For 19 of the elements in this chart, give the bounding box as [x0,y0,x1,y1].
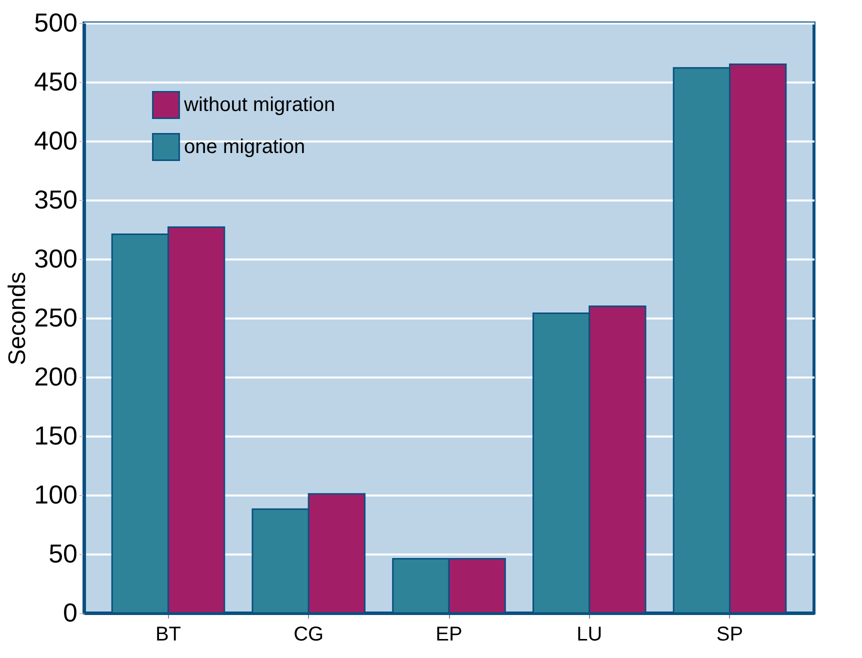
y-tick-label: 150 [34,420,78,450]
y-axis-title: Seconds [4,272,32,366]
x-tick-label: EP [436,624,462,646]
y-tick-label: 500 [34,8,78,38]
y-tick-label: 350 [34,184,78,214]
y-tick-label: 250 [34,302,78,332]
y-tick-label: 200 [34,362,78,392]
legend-label: one migration [184,136,306,158]
y-tick-label: 400 [34,126,78,156]
x-tick-label: BT [155,624,182,646]
y-tick-label: 450 [34,66,78,96]
y-tick-label: 50 [48,538,78,568]
y-tick-label: 300 [34,244,78,274]
x-tick-label: CG [294,624,324,646]
y-tick-label: 0 [63,598,78,628]
y-tick-label: 100 [34,480,78,510]
legend-label: without migration [183,94,336,116]
x-tick-label: LU [576,624,602,646]
x-tick-label: SP [716,624,744,646]
